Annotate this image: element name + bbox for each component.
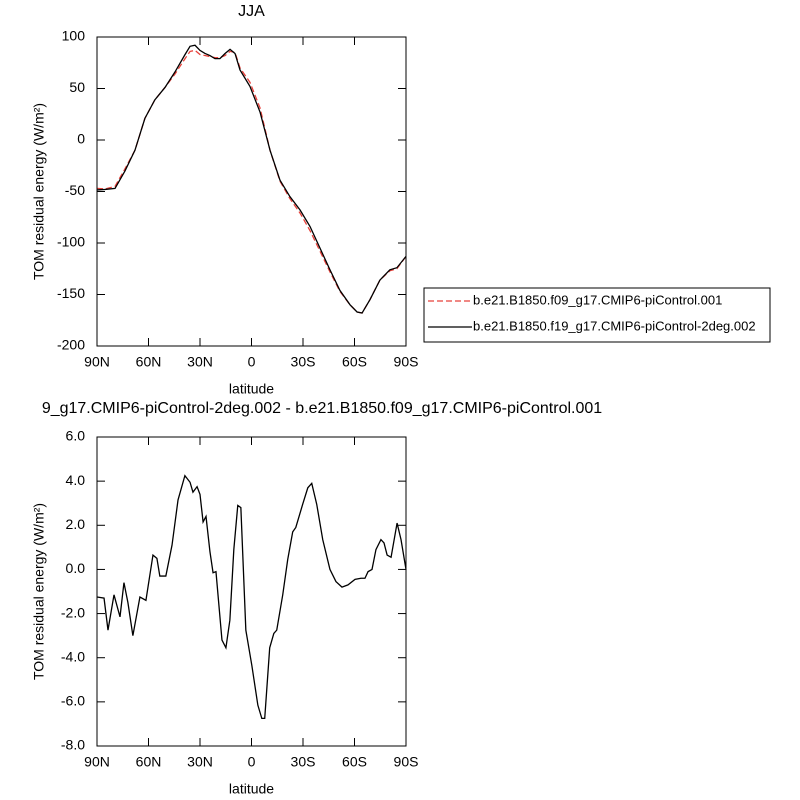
x-tick-label: 30S [291,354,316,370]
data-line [96,44,407,314]
data-line [96,474,407,720]
x-tick-label: 60S [342,354,367,370]
y-tick-label: -50 [65,182,85,198]
y-tick-label: 4.0 [66,472,86,488]
x-tick-label: 90N [84,754,110,770]
y-tick-label: 2.0 [66,516,86,532]
legend-label: b.e21.B1850.f19_g17.CMIP6-piControl-2deg… [473,318,756,333]
y-tick-label: -6.0 [61,693,85,709]
x-axis-label: latitude [229,781,274,797]
y-tick-label: -200 [57,337,85,353]
plot-frame [96,436,407,747]
y-tick-label: -8.0 [61,737,85,753]
legend-box [423,287,771,343]
x-tick-label: 60S [342,754,367,770]
x-tick-label: 30N [187,354,213,370]
x-tick-label: 60N [136,354,162,370]
x-tick-label: 90S [394,754,419,770]
y-tick-label: -100 [57,234,85,250]
x-axis-label: latitude [229,381,274,397]
y-tick-label: 0.0 [66,560,86,576]
x-tick-label: 30N [187,754,213,770]
y-tick-label: -2.0 [61,604,85,620]
y-axis-label: TOM residual energy (W/m²) [31,103,47,280]
chart-title: JJA [238,3,265,20]
x-tick-label: 90S [394,354,419,370]
y-tick-label: -150 [57,285,85,301]
x-tick-label: 90N [84,354,110,370]
chart-title: 9_g17.CMIP6-piControl-2deg.002 - b.e21.B… [42,400,602,417]
legend-label: b.e21.B1850.f09_g17.CMIP6-piControl.001 [473,292,722,307]
y-tick-label: 0 [77,131,85,147]
y-tick-label: 100 [62,28,86,44]
x-tick-label: 30S [291,754,316,770]
x-tick-label: 0 [248,354,256,370]
x-tick-label: 0 [248,754,256,770]
plot-frame [96,36,407,347]
y-axis-label: TOM residual energy (W/m²) [31,503,47,680]
y-tick-label: 50 [69,79,85,95]
x-tick-label: 60N [136,754,162,770]
y-tick-label: -4.0 [61,648,85,664]
y-tick-label: 6.0 [66,428,86,444]
